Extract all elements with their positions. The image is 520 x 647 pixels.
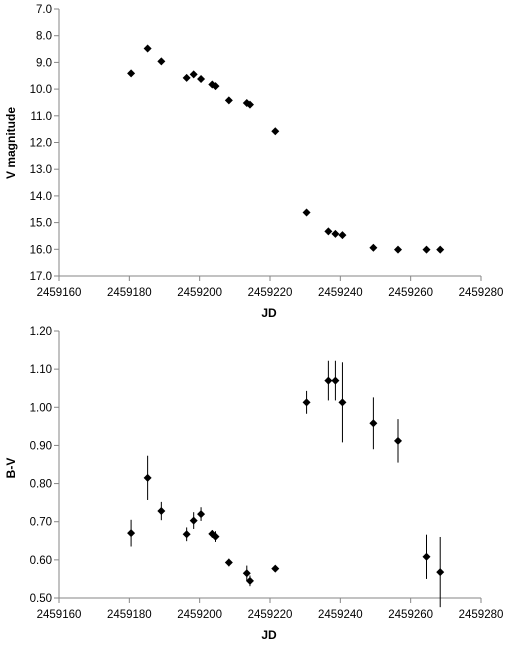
- data-point: [394, 245, 403, 254]
- data-point: [242, 569, 251, 578]
- data-point: [338, 398, 347, 407]
- y-tick-label-top: 11.0: [30, 111, 52, 123]
- data-point: [369, 419, 378, 428]
- data-point: [271, 564, 280, 573]
- data-point: [324, 227, 333, 236]
- x-tick-label-bottom: 2459180: [107, 609, 152, 621]
- data-point: [143, 473, 152, 482]
- data-point: [324, 376, 333, 385]
- y-tick-label-top: 17.0: [30, 271, 52, 283]
- y-tick-label-bottom: 1.00: [30, 402, 52, 414]
- x-axis-title-top: JD: [261, 306, 277, 320]
- x-tick-label-bottom: 2459240: [318, 609, 363, 621]
- data-point: [143, 44, 152, 53]
- data-point: [189, 70, 198, 79]
- data-point: [369, 243, 378, 252]
- y-tick-label-bottom: 1.20: [30, 326, 52, 338]
- data-point: [245, 576, 254, 585]
- data-point: [338, 231, 347, 240]
- data-point: [211, 82, 220, 91]
- data-point: [157, 507, 166, 516]
- data-point: [224, 558, 233, 567]
- x-tick-label-top: 2459240: [318, 287, 363, 299]
- data-point: [436, 245, 445, 254]
- data-point: [197, 510, 206, 519]
- y-tick-label-top: 13.0: [30, 164, 52, 176]
- y-tick-label-top: 9.0: [36, 57, 52, 69]
- x-tick-label-bottom: 2459280: [459, 609, 504, 621]
- x-tick-label-top: 2459160: [37, 287, 82, 299]
- y-tick-label-bottom: 0.50: [30, 593, 52, 605]
- x-tick-label-bottom: 2459160: [37, 609, 82, 621]
- y-tick-label-top: 7.0: [36, 4, 52, 16]
- x-tick-label-top: 2459260: [388, 287, 433, 299]
- data-point: [157, 57, 166, 66]
- data-point: [271, 127, 280, 136]
- x-tick-label-top: 2459180: [107, 287, 152, 299]
- data-point: [331, 229, 340, 238]
- y-tick-label-bottom: 1.10: [30, 364, 52, 376]
- data-point: [436, 568, 445, 577]
- data-point: [197, 74, 206, 83]
- y-tick-label-top: 12.0: [30, 138, 52, 150]
- y-tick-label-top: 16.0: [30, 244, 52, 256]
- data-point: [224, 96, 233, 105]
- data-point: [422, 552, 431, 561]
- y-tick-label-bottom: 0.70: [30, 517, 52, 529]
- data-point: [302, 398, 311, 407]
- y-tick-label-top: 15.0: [30, 218, 52, 230]
- x-tick-label-bottom: 2459260: [388, 609, 433, 621]
- x-tick-label-top: 2459280: [459, 287, 504, 299]
- data-point: [182, 530, 191, 539]
- y-axis-title-top: V magnitude: [4, 107, 18, 179]
- y-tick-label-bottom: 0.60: [30, 555, 52, 567]
- b-v-color-chart: B-V JD 0.50 0.60 0.70 0.80 0.90 1.00 1.10 1.20 2…: [4, 326, 503, 642]
- x-tick-label-top: 2459200: [177, 287, 222, 299]
- x-tick-label-bottom: 2459220: [248, 609, 293, 621]
- v-magnitude-chart: V magnitude JD 7.0 8.0 9.0 10.0 11.0 12.0 13.0…: [4, 4, 503, 320]
- data-point: [189, 516, 198, 525]
- data-point: [422, 245, 431, 254]
- x-tick-label-top: 2459220: [248, 287, 293, 299]
- data-point: [127, 69, 136, 78]
- y-tick-label-top: 10.0: [30, 84, 52, 96]
- y-tick-label-bottom: 0.80: [30, 479, 52, 491]
- data-point: [331, 376, 340, 385]
- x-tick-label-bottom: 2459200: [177, 609, 222, 621]
- data-point: [211, 532, 220, 541]
- data-point: [182, 73, 191, 82]
- data-point: [394, 436, 403, 445]
- data-point: [302, 208, 311, 217]
- data-point: [127, 529, 136, 538]
- y-axis-title-bottom: B-V: [4, 458, 18, 479]
- data-point: [245, 100, 254, 109]
- x-axis-title-bottom: JD: [261, 628, 277, 642]
- y-tick-label-top: 8.0: [36, 31, 52, 43]
- y-tick-label-bottom: 0.90: [30, 440, 52, 452]
- y-tick-label-top: 14.0: [30, 191, 52, 203]
